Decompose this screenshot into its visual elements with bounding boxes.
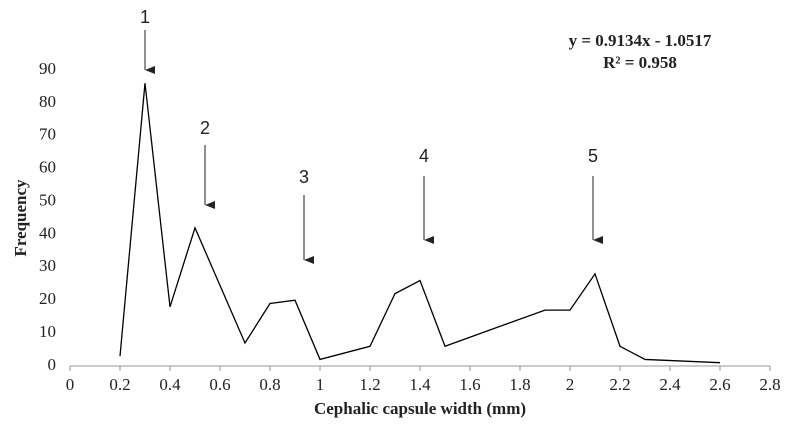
y-tick-label: 70	[39, 125, 56, 144]
y-tick-label: 10	[39, 322, 56, 341]
x-tick-label: 0.8	[259, 375, 280, 394]
x-tick-label: 1	[316, 375, 325, 394]
arrow-label: 4	[419, 146, 429, 166]
x-tick-label: 0	[66, 375, 75, 394]
x-tick-label: 2.8	[759, 375, 780, 394]
x-axis-title: Cephalic capsule width (mm)	[314, 399, 526, 418]
x-tick-label: 0.4	[159, 375, 181, 394]
y-tick-label: 30	[39, 256, 56, 275]
x-tick-label: 2.6	[709, 375, 730, 394]
x-tick-label: 2.4	[659, 375, 681, 394]
x-tick-label: 2.2	[609, 375, 630, 394]
x-tick-label: 1.8	[509, 375, 530, 394]
equation: y = 0.9134x - 1.0517	[569, 31, 712, 50]
x-tick-label: 1.2	[359, 375, 380, 394]
data-line	[119, 83, 721, 364]
x-tick-label: 2	[566, 375, 575, 394]
arrow-label: 5	[588, 146, 598, 166]
y-tick-label: 60	[39, 158, 56, 177]
arrow-label: 1	[140, 7, 150, 27]
y-tick-label: 50	[39, 190, 56, 209]
y-tick-label: 80	[39, 92, 56, 111]
y-tick-label: 40	[39, 223, 56, 242]
y-tick-label: 90	[39, 59, 56, 78]
x-tick-label: 0.6	[209, 375, 230, 394]
arrow-label: 3	[299, 167, 309, 187]
y-tick-label: 0	[48, 355, 57, 374]
x-tick-label: 0.2	[109, 375, 130, 394]
y-tick-label: 20	[39, 289, 56, 308]
arrow-label: 2	[200, 118, 210, 138]
x-tick-label: 1.6	[459, 375, 480, 394]
y-axis-title: Frequency	[11, 179, 30, 257]
x-tick-label: 1.4	[409, 375, 431, 394]
r-squared: R² = 0.958	[603, 53, 677, 72]
